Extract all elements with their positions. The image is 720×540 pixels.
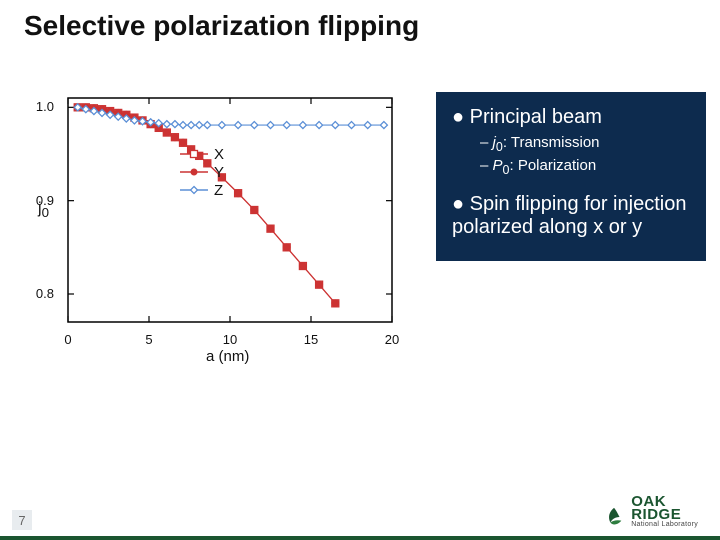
callout-bullet-2-text: Spin flipping for injection polarized al…	[452, 193, 686, 238]
x-tick-label: 20	[380, 332, 404, 347]
logo-text: OAK RIDGE National Laboratory	[631, 495, 698, 528]
legend-label: Z	[214, 182, 223, 199]
y-tick-label: 0.9	[24, 193, 54, 208]
logo: OAK RIDGE National Laboratory	[603, 495, 698, 528]
callout-bullet-1: ● Principal beam	[452, 106, 690, 129]
footer-bar	[0, 536, 720, 540]
chart	[60, 90, 400, 330]
callout-bullet-2: ● Spin flipping for injection polarized …	[452, 193, 690, 239]
x-tick-label: 5	[137, 332, 161, 347]
callout-box: ● Principal beam – j0: Transmission – P0…	[436, 92, 706, 261]
legend-row: Z	[180, 181, 224, 199]
slide-title: Selective polarization flipping	[24, 10, 419, 42]
legend-label: X	[214, 146, 224, 163]
chart-svg	[60, 90, 400, 330]
legend: XYZ	[180, 145, 224, 199]
legend-swatch	[180, 166, 208, 178]
y-tick-label: 1.0	[24, 99, 54, 114]
callout-bullet-1-text: Principal beam	[470, 106, 602, 128]
x-tick-label: 10	[218, 332, 242, 347]
leaf-icon	[603, 506, 625, 528]
legend-row: X	[180, 145, 224, 163]
x-tick-label: 15	[299, 332, 323, 347]
callout-sub-1a: – j0: Transmission	[480, 133, 690, 156]
logo-bottom: RIDGE	[631, 508, 698, 522]
logo-sub: National Laboratory	[631, 522, 698, 528]
page-number: 7	[12, 510, 32, 530]
callout-sub-1b: – P0: Polarization	[480, 156, 690, 179]
y-tick-label: 0.8	[24, 286, 54, 301]
legend-swatch	[180, 148, 208, 160]
legend-swatch	[180, 184, 208, 196]
slide: Selective polarization flipping j0 0.80.…	[0, 0, 720, 540]
x-axis-label: a (nm)	[206, 348, 249, 365]
legend-label: Y	[214, 164, 224, 181]
legend-row: Y	[180, 163, 224, 181]
x-tick-label: 0	[56, 332, 80, 347]
